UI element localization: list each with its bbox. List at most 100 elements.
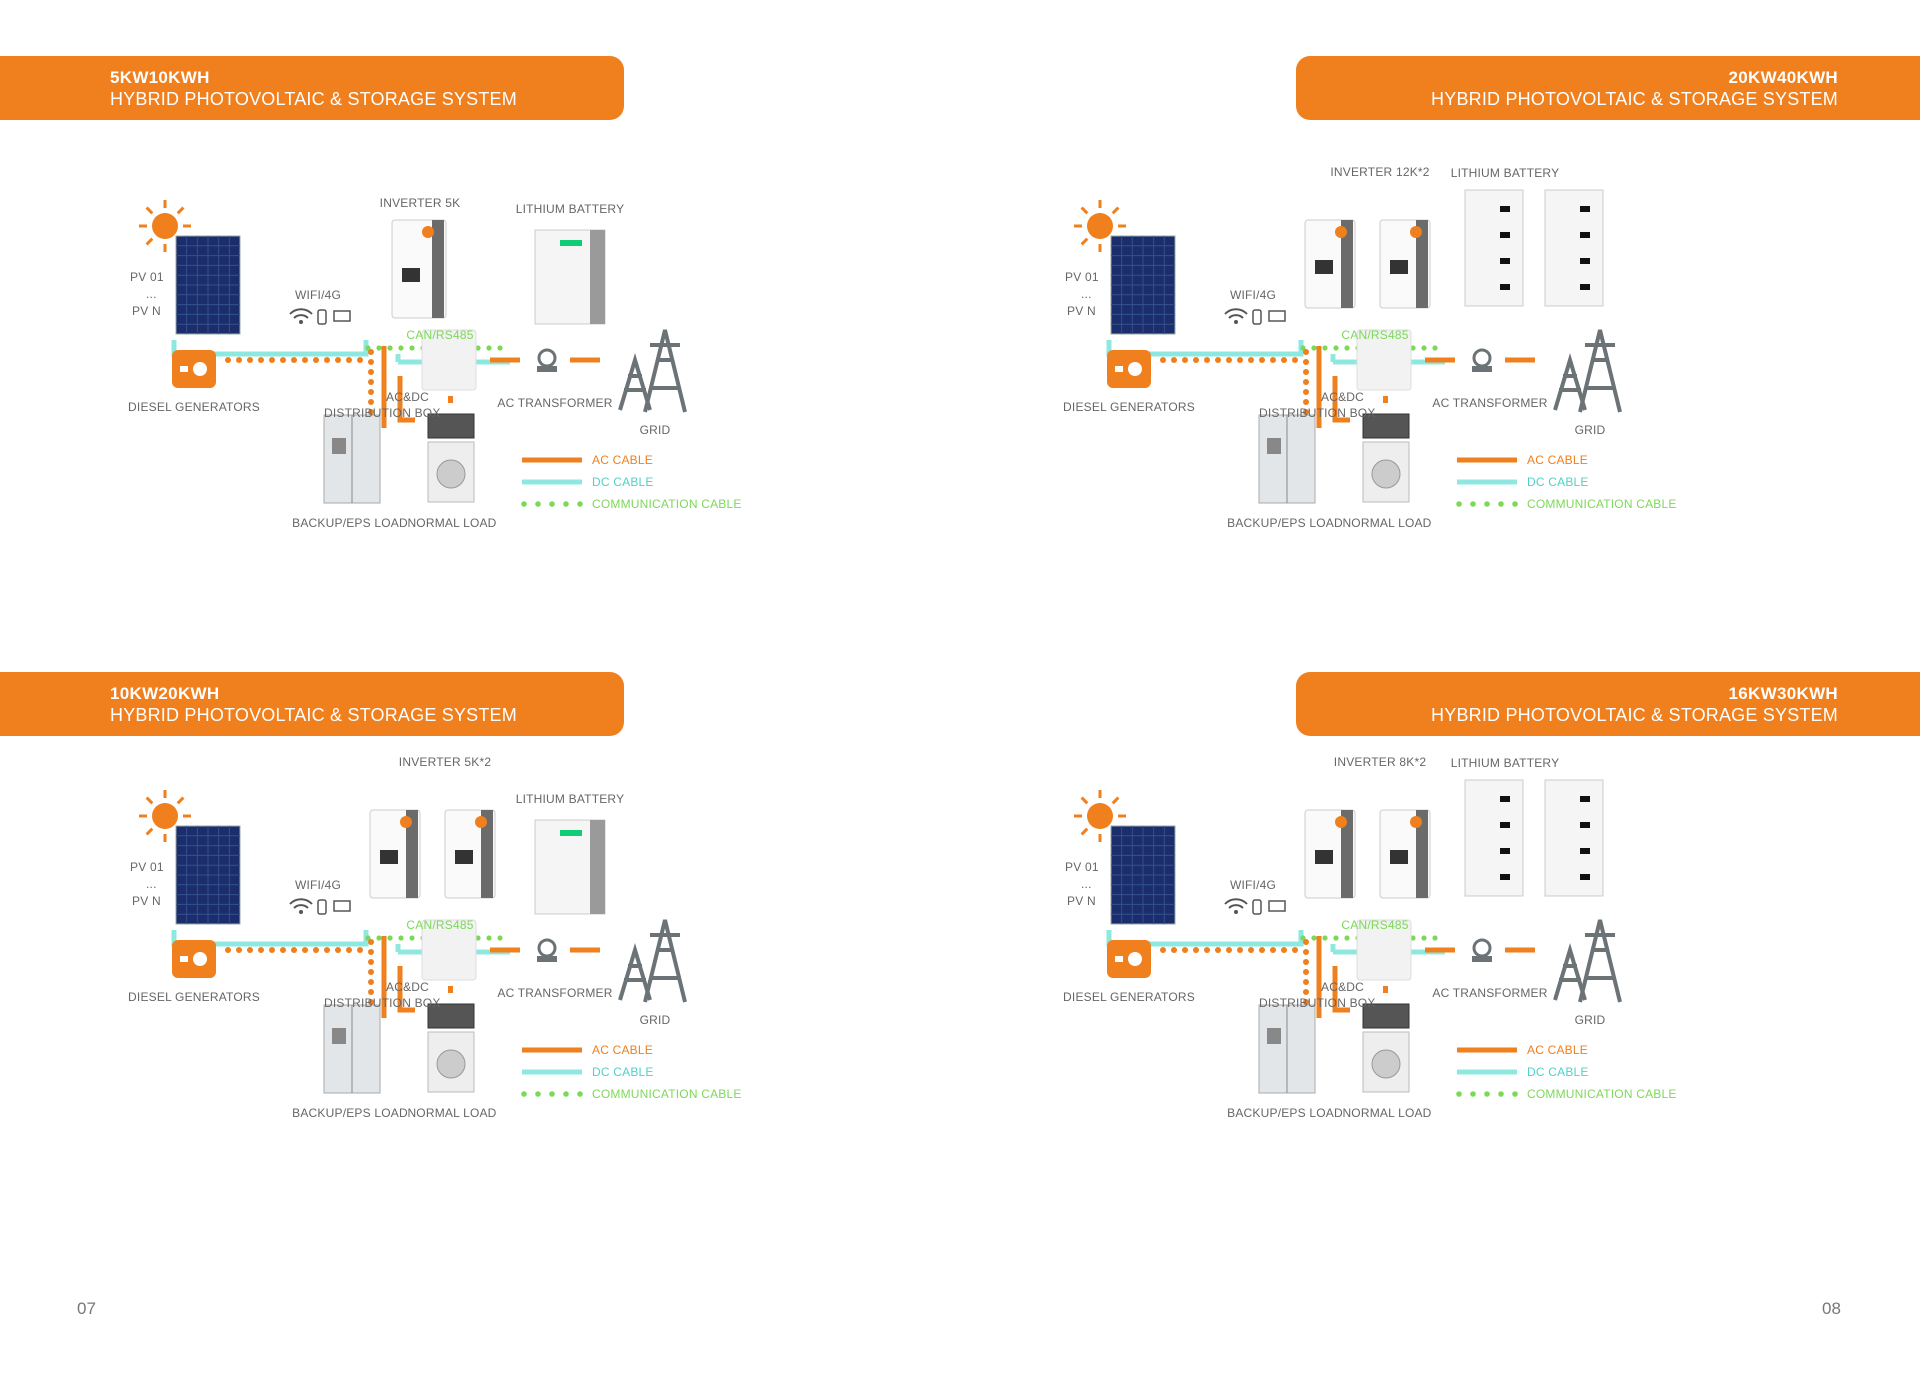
transformer-icon <box>1472 348 1492 372</box>
appliance-stack-icon <box>1362 413 1410 503</box>
appliance-stack-icon <box>1362 1003 1410 1093</box>
battery-label: LITHIUM BATTERY <box>1450 756 1560 770</box>
pv-n-label: PV N <box>1067 894 1096 908</box>
acdc-label: AC&DC <box>386 390 430 404</box>
acdc-label: AC&DC <box>1321 980 1365 994</box>
comm-cable-dot <box>1303 389 1309 395</box>
solar-panel-icon <box>1110 235 1176 335</box>
comm-cable-dot <box>1421 935 1427 941</box>
battery-label: LITHIUM BATTERY <box>515 202 625 216</box>
comm-cable-dot <box>1204 357 1210 363</box>
comm-cable-dot <box>1344 345 1350 351</box>
pv-n-label: PV N <box>132 304 161 318</box>
comm-cable-dot <box>1248 947 1254 953</box>
diesel-generator-icon <box>1107 350 1151 388</box>
comm-cable-dot <box>1182 947 1188 953</box>
comm-cable-dot <box>302 947 308 953</box>
comm-cable-dot <box>409 935 415 941</box>
comm-cable-dot <box>497 345 503 351</box>
legend-dc-label: DC CABLE <box>1527 1065 1589 1079</box>
pv-n-label: PV N <box>1067 304 1096 318</box>
comm-cable-dot <box>269 357 275 363</box>
lithium-battery-icon <box>534 819 606 915</box>
comm-cable-dot <box>1410 935 1416 941</box>
comm-cable-dot <box>1292 947 1298 953</box>
comm-cable-dot <box>1281 357 1287 363</box>
comm-cable-dot <box>269 947 275 953</box>
comm-cable-dot <box>368 949 374 955</box>
inverter-icon <box>1304 219 1356 309</box>
lithium-battery-icon <box>1464 189 1524 307</box>
banner-subtitle: HYBRID PHOTOVOLTAIC & STORAGE SYSTEM <box>110 89 517 109</box>
diesel-generators-label: DIESEL GENERATORS <box>128 990 260 1004</box>
comm-cable-dot <box>1259 357 1265 363</box>
banner-title: 5KW10KWH <box>110 68 210 87</box>
legend-comm-label: COMMUNICATION CABLE <box>1527 1087 1677 1101</box>
comm-cable-dot <box>1160 947 1166 953</box>
backup-eps-load-label: BACKUP/EPS LOAD <box>292 1106 408 1120</box>
ac-transformer-label: AC TRANSFORMER <box>1432 986 1548 1000</box>
ac-cable <box>1332 966 1350 1013</box>
comm-cable-dot <box>1281 947 1287 953</box>
distribution-box-icon <box>421 919 477 981</box>
lithium-battery-icon <box>1544 189 1604 307</box>
legend-comm-dot <box>1484 1091 1490 1097</box>
legend-comm-dot <box>535 1091 541 1097</box>
comm-cable-dot <box>225 947 231 953</box>
comm-cable-dot <box>302 357 308 363</box>
system-diagram-5kw10kwh: INVERTER 5K LITHIUM BATTERY PV 01... PV N WI… <box>110 170 970 640</box>
grid-tower-icon <box>618 919 687 1003</box>
legend-comm-dot <box>521 1091 527 1097</box>
legend-comm-dot <box>1498 1091 1504 1097</box>
comm-cable-dot <box>1171 947 1177 953</box>
ac-cable <box>1383 986 1388 993</box>
legend-dc-label: DC CABLE <box>1527 475 1589 489</box>
inverter-icon <box>1304 809 1356 899</box>
transformer-icon <box>537 348 557 372</box>
comm-cable-dot <box>1270 357 1276 363</box>
comm-cable-dot <box>1171 357 1177 363</box>
comm-cable-dot <box>1215 947 1221 953</box>
legend-comm-dot <box>577 1091 583 1097</box>
comm-cable-dot <box>1344 935 1350 941</box>
comm-cable-dot <box>1303 949 1309 955</box>
grid-tower-icon <box>1553 329 1622 413</box>
legend-comm-dot <box>535 501 541 507</box>
monitor-icon <box>1268 310 1286 322</box>
comm-cable-dot <box>1303 999 1309 1005</box>
ac-cable <box>397 376 415 423</box>
diesel-generators-label: DIESEL GENERATORS <box>1063 400 1195 414</box>
diesel-generator-icon <box>172 350 216 388</box>
refrigerator-icon <box>323 414 381 504</box>
comm-cable-dot <box>1303 969 1309 975</box>
phone-icon <box>1252 309 1262 325</box>
comm-cable-dot <box>376 345 382 351</box>
pv-01-label: PV 01 <box>130 860 164 874</box>
ac-transformer-label: AC TRANSFORMER <box>497 986 613 1000</box>
comm-cable-dot <box>497 935 503 941</box>
normal-load-label: NORMAL LOAD <box>1342 1106 1432 1120</box>
comm-cable-dot <box>368 939 374 945</box>
legend-comm-dot <box>563 1091 569 1097</box>
comm-cable-dot <box>258 947 264 953</box>
comm-cable-dot <box>368 969 374 975</box>
comm-cable-dot <box>1333 935 1339 941</box>
legend-comm-dot <box>549 1091 555 1097</box>
comm-cable-dot <box>291 357 297 363</box>
comm-cable-dot <box>1248 357 1254 363</box>
comm-cable-dot <box>365 345 371 351</box>
comm-cable-dot <box>1303 959 1309 965</box>
ac-cable <box>1383 396 1388 403</box>
wifi-icon <box>289 898 313 914</box>
comm-cable-dot <box>1303 349 1309 355</box>
comm-cable-dot <box>1226 947 1232 953</box>
comm-cable-dot <box>368 379 374 385</box>
banner-5kw10kwh: 5KW10KWH HYBRID PHOTOVOLTAIC & STORAGE S… <box>0 56 624 120</box>
ac-transformer-label: AC TRANSFORMER <box>1432 396 1548 410</box>
comm-cable-dot <box>357 947 363 953</box>
inverter-icon <box>391 219 447 319</box>
legend-comm-dot <box>1498 501 1504 507</box>
comm-cable-dot <box>1204 947 1210 953</box>
wifi-icon <box>1224 898 1248 914</box>
phone-icon <box>317 309 327 325</box>
